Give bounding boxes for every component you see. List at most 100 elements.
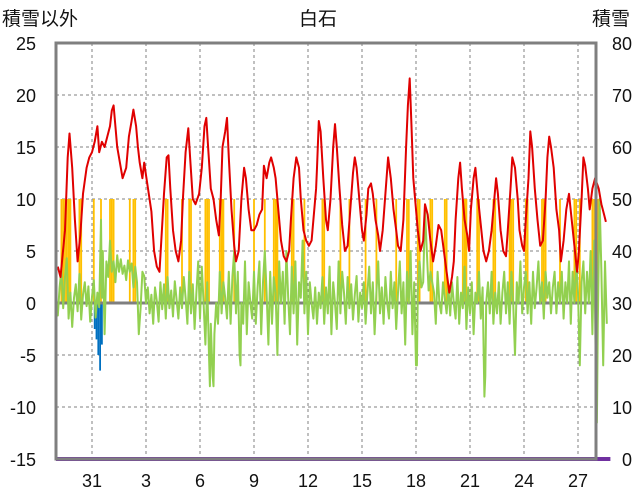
sunshine-bar <box>461 199 464 303</box>
right-tick-label: 60 <box>612 138 632 158</box>
sunshine-bar <box>406 199 408 303</box>
sunshine-bar <box>67 199 70 303</box>
x-tick-label: 18 <box>406 471 426 491</box>
right-tick-label: 10 <box>612 398 632 418</box>
x-tick-label: 6 <box>195 471 205 491</box>
precipitation-bar <box>101 303 103 345</box>
sunshine-bar <box>64 199 66 303</box>
sunshine-bar <box>364 199 367 303</box>
sunshine-bar <box>290 199 293 303</box>
sunshine-bar <box>541 199 543 303</box>
sunshine-bar <box>190 199 192 303</box>
x-tick-label: 12 <box>298 471 318 491</box>
right-tick-label: 20 <box>612 346 632 366</box>
right-tick-label: 40 <box>612 242 632 262</box>
x-tick-label: 24 <box>514 471 534 491</box>
left-axis-label: 積雪以外 <box>2 8 78 30</box>
left-tick-label: -5 <box>20 346 36 366</box>
sunshine-bar <box>222 199 225 303</box>
precipitation-bar <box>95 303 98 340</box>
right-axis-label: 積雪 <box>592 8 630 30</box>
right-tick-label: 0 <box>622 450 632 470</box>
sunshine-bar <box>134 199 137 303</box>
sunshine-bar <box>323 199 326 303</box>
x-tick-label: 27 <box>568 471 588 491</box>
sunshine-bar <box>69 199 72 303</box>
sunshine-bar <box>112 199 115 303</box>
x-axis-ticks: 31 3 6 9 12 15 18 21 24 27 <box>82 471 588 491</box>
right-tick-label: 80 <box>612 34 632 54</box>
x-tick-label: 3 <box>141 471 151 491</box>
chart-title: 白石 <box>299 8 337 30</box>
sunshine-bar <box>220 199 223 303</box>
sunshine-bar <box>128 199 131 303</box>
x-tick-label: 15 <box>352 471 372 491</box>
sunshine-bar <box>274 199 277 303</box>
sunshine-bar <box>60 199 63 303</box>
left-tick-label: 25 <box>16 34 36 54</box>
sunshine-bar <box>188 199 191 303</box>
sunshine-bar <box>181 199 183 303</box>
sunshine-bar <box>591 199 594 303</box>
left-tick-label: 10 <box>16 190 36 210</box>
sunshine-bar <box>321 199 324 303</box>
sunshine-bar <box>80 199 83 303</box>
sunshine-bar <box>395 199 398 303</box>
left-tick-label: 15 <box>16 138 36 158</box>
sunshine-bar <box>164 199 167 303</box>
left-tick-label: 0 <box>26 294 36 314</box>
sunshine-bar <box>348 199 351 303</box>
sunshine-bar <box>208 199 210 303</box>
temperature-line <box>56 77 607 294</box>
right-tick-label: 70 <box>612 86 632 106</box>
sunshine-bar <box>508 199 511 303</box>
sunshine-bar <box>110 199 113 303</box>
plot-frame <box>54 41 598 461</box>
sunshine-bar <box>92 199 95 303</box>
right-axis-ticks: 80 70 60 50 40 30 20 10 0 <box>612 34 632 470</box>
sunshine-bar <box>512 199 515 303</box>
sunshine-bar <box>465 199 468 303</box>
sunshine-bar <box>463 199 466 303</box>
sunshine-bar <box>524 199 527 303</box>
sunshine-bar <box>416 199 419 303</box>
sunshine-bar <box>272 199 275 303</box>
sunshine-bar <box>544 199 547 303</box>
sunshine-bar <box>494 199 497 303</box>
sunshine-bar <box>375 199 378 303</box>
precipitation-bar <box>99 303 101 371</box>
left-tick-label: -10 <box>10 398 36 418</box>
sunshine-bar <box>510 199 513 303</box>
wind-line <box>55 198 608 424</box>
x-tick-label: 21 <box>460 471 480 491</box>
sunshine-bar <box>429 199 432 303</box>
sunshine-bar <box>526 199 529 303</box>
sunshine-bar <box>542 199 545 303</box>
sunshine-bar <box>445 199 448 303</box>
x-tick-label: 9 <box>249 471 259 491</box>
gridlines <box>56 43 596 459</box>
right-tick-label: 50 <box>612 190 632 210</box>
sunshine-bar <box>596 199 599 303</box>
sunshine-bar <box>218 199 221 303</box>
sunshine-bar <box>276 199 279 303</box>
sunshine-bar <box>575 199 578 303</box>
x-tick-label: 31 <box>82 471 102 491</box>
sunshine-bar <box>407 199 410 303</box>
sunshine-bar <box>253 199 255 303</box>
left-axis-ticks: 25 20 15 10 5 0 -5 -10 -15 <box>10 34 36 470</box>
sunshine-bars <box>60 199 599 303</box>
sunshine-bar <box>492 199 495 303</box>
sunshine-bar <box>292 199 295 303</box>
sunshine-bar <box>132 199 135 303</box>
sunshine-bar <box>206 199 209 303</box>
sunshine-bar <box>166 199 169 303</box>
sunshine-bar <box>303 199 306 303</box>
right-tick-label: 30 <box>612 294 632 314</box>
precipitation-bar <box>97 303 100 355</box>
sunshine-bar <box>339 199 342 303</box>
sunshine-bar <box>476 199 479 303</box>
sunshine-bar <box>478 199 480 303</box>
left-tick-label: 20 <box>16 86 36 106</box>
